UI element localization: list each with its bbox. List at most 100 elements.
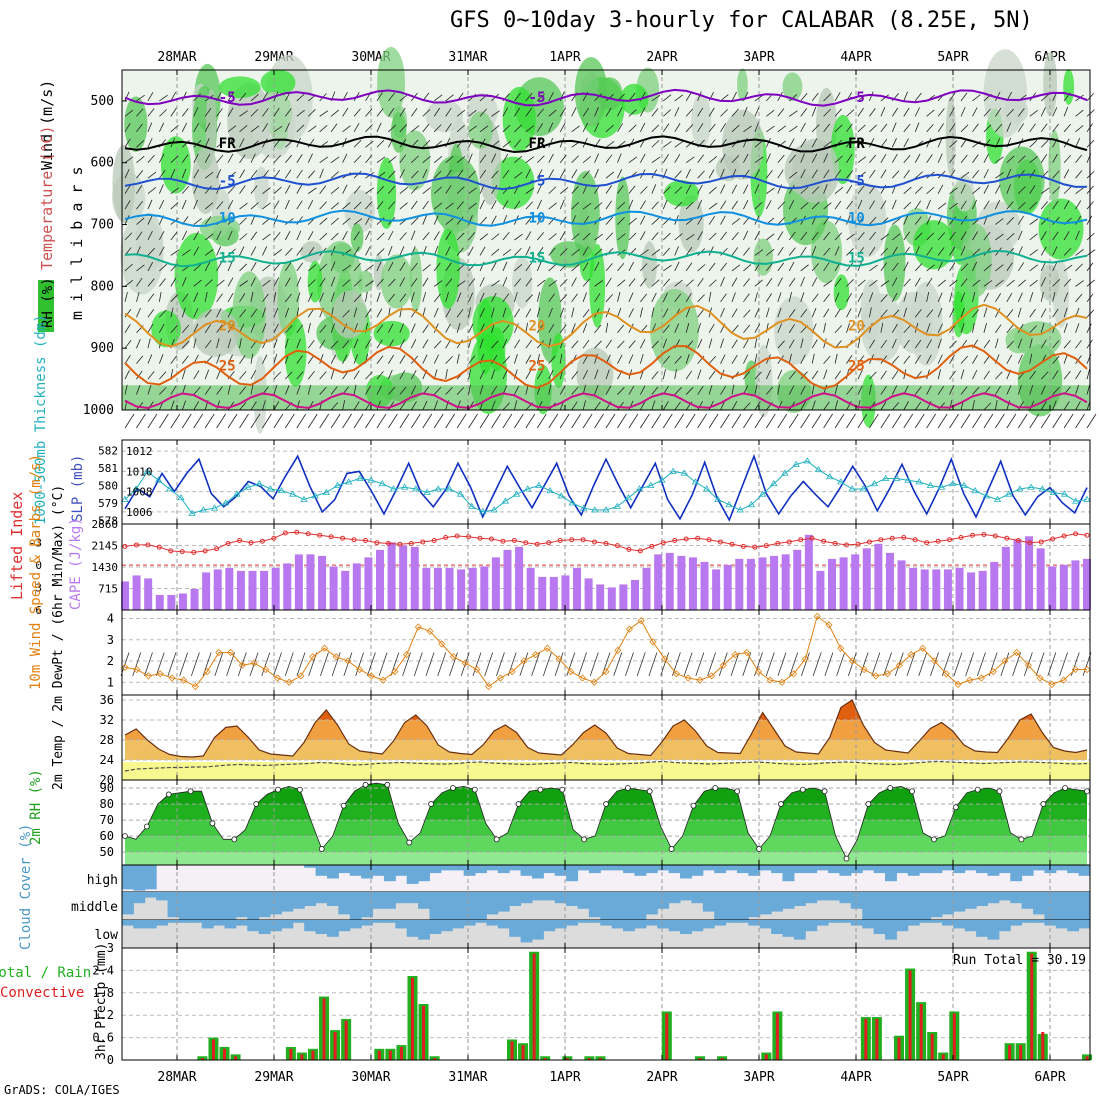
- thickness-point: [221, 499, 230, 506]
- li-point: [305, 531, 311, 537]
- cape-bar: [909, 567, 918, 610]
- wind-barb: [582, 122, 589, 133]
- wind-speed-point: [614, 646, 622, 654]
- wind-barb: [605, 263, 613, 272]
- cloud-bar: [816, 865, 829, 871]
- wind-barb: [262, 307, 266, 318]
- wind-barb: [731, 247, 739, 256]
- cloud-bar: [953, 865, 966, 874]
- wind-barb: [330, 171, 339, 179]
- wind-barb: [399, 293, 407, 303]
- surface-wind-barb: [445, 413, 456, 429]
- wind-barb: [906, 652, 916, 677]
- wind-barb: [1052, 261, 1058, 272]
- wind-barb: [1006, 168, 1012, 179]
- thickness-point: [412, 485, 420, 492]
- rh-shading: [570, 171, 600, 258]
- wind-barb: [181, 293, 189, 303]
- wind-barb: [227, 384, 231, 395]
- wind-barb: [605, 294, 613, 303]
- cloud-bar: [680, 892, 692, 901]
- surface-wind-barb: [640, 413, 650, 429]
- wind-barb: [743, 153, 749, 163]
- cape-bar: [920, 569, 929, 610]
- cape-bar: [642, 567, 651, 610]
- cloud-bar: [520, 892, 533, 904]
- wind-barb: [983, 355, 991, 364]
- wind-barb: [456, 386, 465, 395]
- wind-barb: [514, 247, 522, 256]
- wind-barb: [892, 170, 900, 179]
- cloud-bar: [224, 892, 237, 920]
- rh-shading: [895, 291, 933, 354]
- wind-barb: [147, 371, 155, 380]
- wind-barb: [422, 264, 431, 272]
- wind-barb: [754, 401, 761, 411]
- li-point: [569, 537, 575, 543]
- wind-barb: [789, 125, 798, 133]
- wind-barb: [1063, 186, 1072, 194]
- wind-barb: [525, 201, 533, 210]
- cloud-bar: [941, 892, 954, 915]
- thickness-point: [770, 479, 778, 487]
- wind-barb: [342, 309, 350, 318]
- wind-barb: [903, 355, 911, 364]
- rh-shading: [219, 76, 261, 99]
- wind-barb: [525, 370, 532, 380]
- precip-convective-bar: [211, 1039, 215, 1060]
- wind-barb: [456, 263, 465, 272]
- wind-barb: [834, 400, 839, 411]
- pressure-tick-label: 700: [91, 218, 114, 233]
- wind-barb: [1052, 170, 1060, 179]
- wind-barb: [502, 261, 508, 272]
- wind-barb: [491, 292, 497, 303]
- wind-barb: [147, 187, 157, 194]
- li-point: [729, 541, 735, 547]
- wind-barb: [674, 186, 683, 194]
- wind-speed-point: [543, 644, 551, 652]
- wind-barb: [330, 323, 335, 333]
- li-point: [924, 540, 930, 546]
- thickness-point: [188, 509, 196, 516]
- wind-barb: [273, 401, 280, 411]
- wind-barb: [307, 231, 314, 241]
- wind-barb: [284, 122, 290, 132]
- wind-barb: [376, 261, 382, 272]
- rh-point: [668, 846, 675, 852]
- wind-barb: [1029, 123, 1036, 133]
- wind-barb: [559, 324, 567, 333]
- wind-barb: [720, 184, 726, 194]
- wind-barb: [433, 94, 443, 102]
- wind-barb: [525, 169, 531, 179]
- wind-barb: [319, 110, 329, 117]
- wind-barb: [697, 231, 703, 241]
- precip-tick-label: 2.4: [92, 963, 114, 977]
- wind-barb: [811, 92, 819, 102]
- wind-barb: [1075, 170, 1083, 179]
- wind-barb: [491, 261, 497, 272]
- wind-barb: [514, 308, 521, 318]
- rh-point: [778, 801, 784, 807]
- wind-barb: [502, 277, 508, 287]
- wind-barb: [296, 154, 303, 163]
- cloud-bar: [736, 865, 749, 874]
- wind-barb: [239, 202, 248, 210]
- cloud-bar: [623, 920, 635, 932]
- wind-barb: [788, 353, 792, 364]
- wind-barb: [571, 340, 579, 349]
- wind-speed-point: [872, 672, 880, 680]
- wind-barb: [491, 153, 497, 163]
- wind-barb: [366, 652, 376, 677]
- precip-convective-bar: [775, 1013, 779, 1060]
- wind-barb: [181, 324, 190, 333]
- wind-barb: [307, 308, 315, 318]
- wind-barb: [914, 401, 922, 411]
- wind-barb: [617, 387, 625, 395]
- wind-barb: [1063, 264, 1073, 272]
- surface-wind-barb: [811, 413, 822, 429]
- wind-barb: [285, 154, 293, 163]
- wind-barb: [191, 652, 200, 677]
- wind-barb: [250, 231, 258, 241]
- wind-speed-point: [555, 655, 563, 663]
- wind-barb: [170, 325, 178, 333]
